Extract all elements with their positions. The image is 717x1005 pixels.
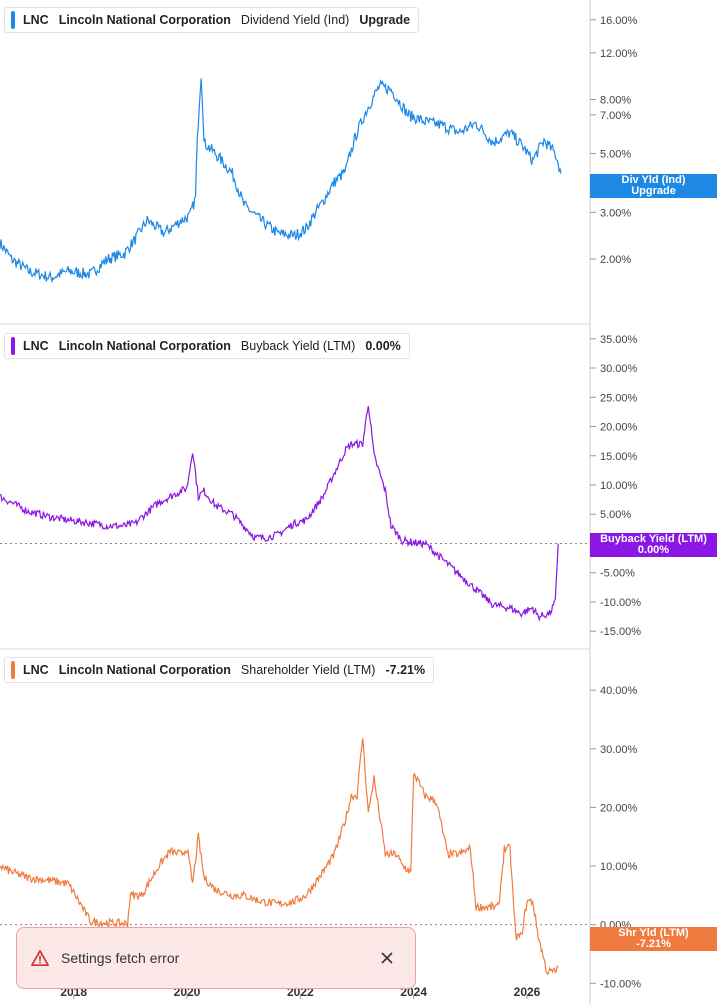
y-tick-label: 10.00% <box>600 861 638 873</box>
legend-company: Lincoln National Corporation <box>58 13 231 27</box>
y-tick-label: -10.00% <box>600 978 641 990</box>
series-swatch <box>11 11 15 29</box>
y-tick-label: 5.00% <box>600 149 631 161</box>
legend-shareholder-yield[interactable]: LNC Lincoln National Corporation Shareho… <box>4 657 435 683</box>
legend-dividend-yield[interactable]: LNC Lincoln National Corporation Dividen… <box>4 7 420 33</box>
error-toast: Settings fetch error <box>16 927 416 989</box>
panel-shareholder-yield: -10.00%0.00%10.00%20.00%30.00%40.00% <box>0 685 641 990</box>
y-tick-label: 10.00% <box>600 480 638 492</box>
y-tick-label: 7.00% <box>600 110 631 122</box>
legend-metric: Dividend Yield (Ind) <box>240 13 350 27</box>
y-tick-label: 3.00% <box>600 207 631 219</box>
y-tick-label: 25.00% <box>600 392 638 404</box>
panel-dividend-yield: 2.00% 3.00% 5.00% 7.00% 8.00% 12.00% 16.00% <box>0 15 638 284</box>
warning-icon <box>31 949 49 967</box>
x-tick-label: 2026 <box>514 985 541 999</box>
y-tick-label: 8.00% <box>600 95 631 107</box>
y-tick-label: 12.00% <box>600 48 638 60</box>
series-line <box>0 738 559 976</box>
legend-buyback-yield[interactable]: LNC Lincoln National Corporation Buyback… <box>4 333 410 359</box>
legend-value: 0.00% <box>365 339 401 353</box>
y-tick-label: 2.00% <box>600 254 631 266</box>
tag-value: Upgrade <box>631 185 676 197</box>
y-tick-label: 30.00% <box>600 744 638 756</box>
y-tick-label: 5.00% <box>600 509 631 521</box>
legend-metric: Buyback Yield (LTM) <box>240 339 356 353</box>
y-tick-label: -15.00% <box>600 626 641 638</box>
legend-company: Lincoln National Corporation <box>58 663 231 677</box>
value-tag-shareholder-yield: Shr Yld (LTM) -7.21% <box>590 927 717 951</box>
legend-ticker: LNC <box>23 13 49 27</box>
tag-label: Shr Yld (LTM) <box>618 927 689 939</box>
value-tag-dividend-yield: Div Yld (Ind) Upgrade <box>590 174 717 198</box>
value-tag-buyback-yield: Buyback Yield (LTM) 0.00% <box>590 533 717 557</box>
legend-company: Lincoln National Corporation <box>58 339 231 353</box>
panel-buyback-yield: -15.00% -10.00% -5.00% 5.00% 10.00% 15.00% 20.… <box>0 334 641 638</box>
y-tick-label: -5.00% <box>600 568 635 580</box>
series-swatch <box>11 337 15 355</box>
legend-ticker: LNC <box>23 339 49 353</box>
y-tick-label: 16.00% <box>600 15 638 27</box>
series-line <box>0 406 559 622</box>
legend-metric: Shareholder Yield (LTM) <box>240 663 376 677</box>
tag-label: Buyback Yield (LTM) <box>600 533 707 545</box>
y-tick-label: 20.00% <box>600 802 638 814</box>
y-tick-label: 35.00% <box>600 334 638 346</box>
tag-value: 0.00% <box>637 544 670 556</box>
tag-value: -7.21% <box>636 938 671 950</box>
series-line <box>0 78 562 284</box>
y-tick-label: 40.00% <box>600 685 638 697</box>
legend-value: -7.21% <box>385 663 426 677</box>
close-icon[interactable] <box>377 948 397 968</box>
series-swatch <box>11 661 15 679</box>
y-tick-label: -10.00% <box>600 597 641 609</box>
legend-value[interactable]: Upgrade <box>359 13 411 27</box>
tag-label: Div Yld (Ind) <box>621 174 686 186</box>
toast-message: Settings fetch error <box>61 950 180 966</box>
y-tick-label: 20.00% <box>600 422 638 434</box>
legend-ticker: LNC <box>23 663 49 677</box>
y-tick-label: 30.00% <box>600 363 638 375</box>
y-tick-label: 15.00% <box>600 451 638 463</box>
